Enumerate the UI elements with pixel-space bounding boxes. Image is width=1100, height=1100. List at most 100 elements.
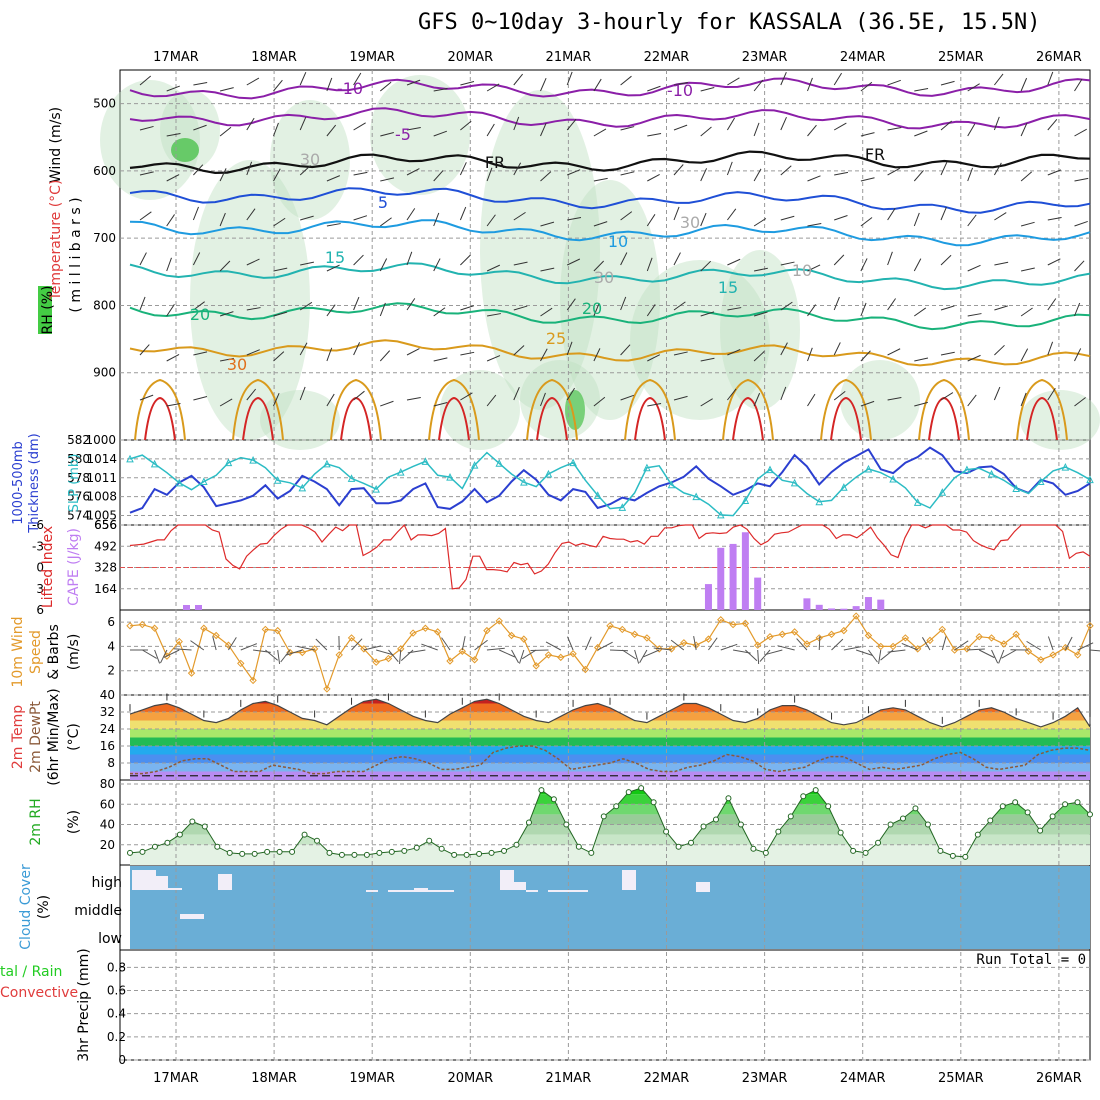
slp-marker (126, 454, 134, 463)
wind-barb (380, 217, 392, 227)
slp-marker (889, 474, 897, 483)
wind-barb (246, 208, 256, 221)
dewpt-axis-label: 2m DewPt (28, 701, 44, 773)
isotherm-30 (820, 378, 872, 441)
wind-barb (326, 124, 337, 137)
wind-barb (940, 80, 955, 86)
wind-barb-10m (901, 642, 918, 651)
rh-marker (762, 849, 769, 856)
wind-speed-marker (741, 619, 750, 628)
rh-marker (251, 850, 258, 857)
rh-marker (887, 821, 894, 828)
isotherm-30 (526, 378, 578, 441)
slp-marker (273, 476, 282, 484)
slp-marker (224, 458, 233, 467)
rh-marker (999, 803, 1006, 810)
wind-barb (433, 87, 448, 92)
cape-bar (729, 543, 737, 610)
wind-barb (406, 397, 421, 401)
cape-bar (754, 577, 762, 610)
contour-label: 30 (680, 213, 700, 232)
wind-barb (433, 357, 448, 362)
wind-barb (780, 117, 787, 131)
thickness-axis-label: 1000-500mb (11, 441, 26, 525)
cloud-axis-label: Cloud Cover (18, 864, 34, 950)
isotherm-FR (129, 150, 1091, 175)
tick-label-thickness: 578 (67, 471, 90, 485)
wind-speed-marker (384, 654, 393, 663)
wind-speed-marker (889, 642, 897, 651)
wind-barb (486, 394, 497, 407)
wind-barb (727, 307, 742, 311)
wind-barb (299, 116, 307, 131)
wind-barb-10m (855, 649, 873, 656)
wind-barb (246, 77, 260, 86)
wind-barb (193, 124, 207, 131)
wind-speed-marker (187, 669, 196, 677)
wind-barb (513, 345, 525, 356)
wind-barb (967, 264, 981, 272)
tick-label-temp: 40 (100, 688, 115, 702)
wind-speed-marker (200, 624, 208, 632)
wind-barb (727, 349, 741, 356)
rh-marker (363, 851, 370, 858)
run-total-annotation: Run Total = 0 (976, 952, 1086, 968)
wind-barb (593, 221, 608, 227)
rh-marker (525, 819, 532, 826)
rh-marker (226, 849, 233, 856)
temp-band (130, 712, 1090, 721)
isotherm-30 (918, 378, 970, 441)
contour-label: 30 (594, 268, 614, 287)
tick-label-x-top: 21MAR (546, 50, 592, 65)
wind-barb (967, 123, 976, 137)
rh-marker (176, 831, 183, 838)
wind-barb-10m (388, 649, 399, 663)
wind-barb (620, 211, 633, 221)
cloud-high-block (500, 870, 514, 890)
wind-barb-10m (142, 649, 157, 659)
wind-barb (967, 83, 980, 92)
wind-barb-10m (240, 643, 257, 651)
wind-barb (379, 81, 392, 92)
tick-label-slp: 1005 (86, 509, 117, 523)
wind-barb-10m (1089, 649, 1100, 652)
rh-marker (575, 843, 582, 850)
wind-speed-marker (778, 630, 787, 638)
wind-barb (887, 79, 901, 86)
wind-barb (1074, 177, 1089, 182)
wind-speed-marker (237, 659, 245, 668)
rh-marker (413, 844, 420, 851)
wind-speed-marker (803, 640, 811, 648)
rh-marker (588, 849, 595, 856)
isotherm-30 (330, 378, 382, 441)
cloud-high-block (168, 888, 182, 890)
slp-marker (323, 459, 331, 468)
wind-barb-10m (399, 649, 402, 665)
wind-barb-10m (154, 649, 161, 664)
slp-marker (741, 496, 750, 504)
rh-marker (712, 816, 719, 823)
precip-axis-label1: tal / Rain (0, 964, 62, 980)
wind-barb (807, 175, 821, 182)
wind-barb-10m (567, 636, 574, 651)
wind-barb (673, 252, 681, 266)
cloud-high-block (548, 890, 588, 892)
rh-marker (463, 851, 470, 858)
wind-barb (967, 167, 974, 182)
wind-barb (727, 208, 737, 221)
wind-barb (673, 351, 688, 356)
wind-barb (860, 217, 873, 227)
slp-marker (150, 459, 159, 468)
wind-barb (486, 167, 493, 182)
tick-label-temp: 8 (107, 756, 115, 770)
wind-barb (860, 350, 871, 362)
series-2m-dewpt (130, 745, 1091, 775)
wind-barb-10m (757, 649, 760, 665)
wind-barb (993, 162, 1002, 176)
wind-barb (192, 252, 201, 266)
wind-barb-10m (878, 649, 882, 664)
tick-label-x-top: 20MAR (447, 50, 493, 65)
isotherm-35 (144, 396, 176, 441)
wind-barb (353, 122, 366, 131)
wind-barb (1074, 397, 1086, 407)
